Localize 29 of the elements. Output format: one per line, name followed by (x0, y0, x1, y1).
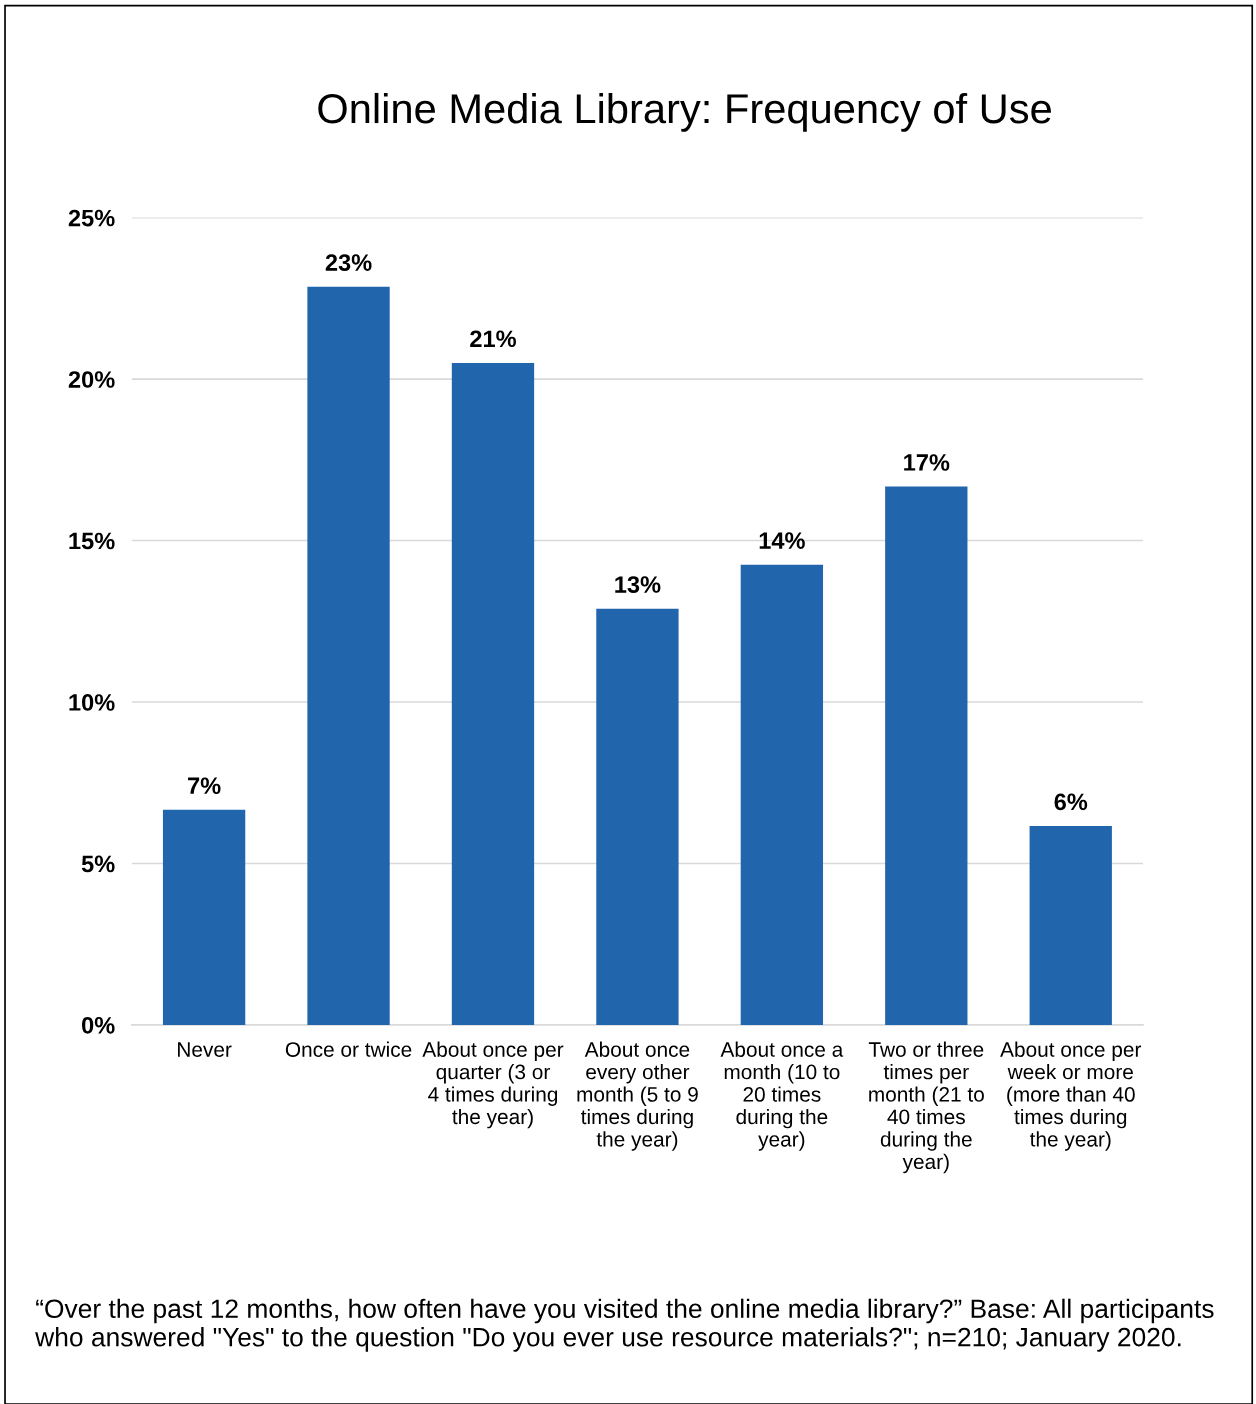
bar (307, 286, 390, 1025)
data-label: 21% (470, 330, 516, 348)
data-label: 17% (904, 454, 950, 471)
y-tick-label: 0% (82, 1016, 115, 1034)
x-tick-label: About once every other month (5 to 9 times during the year) (577, 1041, 698, 1151)
y-tick-label: 25% (68, 209, 115, 227)
text: “Over the past 12 months, how often have you visited the online media library?” Base: All participants who answered "Yes" to the question "Do you ever use resource materials?"; n=210; January 2020. (35, 1298, 1214, 1352)
bar (596, 608, 679, 1025)
x-tick-label: Two or three times per month (21 to 40 times during the year) (868, 1041, 984, 1174)
x-tick-label: Never (178, 1042, 232, 1057)
bar (1029, 826, 1112, 1025)
chart-title: Online Media Library: Frequency of Use (318, 92, 1051, 132)
data-label: 13% (615, 576, 661, 593)
data-label: 6% (1054, 793, 1088, 811)
data-label: 23% (325, 254, 372, 271)
bar (451, 362, 535, 1025)
bar (162, 809, 246, 1025)
y-tick-label: 20% (68, 371, 115, 388)
y-tick-label: 5% (81, 855, 115, 873)
y-tick-label: 10% (69, 694, 115, 711)
x-tick-label: Once or twice (285, 1041, 412, 1057)
x-tick-label: About once a month (10 to 20 times during the year) (720, 1041, 844, 1151)
x-tick-label: About once per quarter (3 or 4 times during the year) (422, 1041, 564, 1129)
x-tick-label: About once per week or more (more than 40 times during the year) (1000, 1041, 1142, 1151)
y-tick-label: 15% (69, 532, 115, 550)
bar (740, 564, 824, 1025)
data-label: 7% (188, 777, 221, 795)
data-label: 14% (759, 532, 805, 549)
bar (885, 486, 968, 1025)
